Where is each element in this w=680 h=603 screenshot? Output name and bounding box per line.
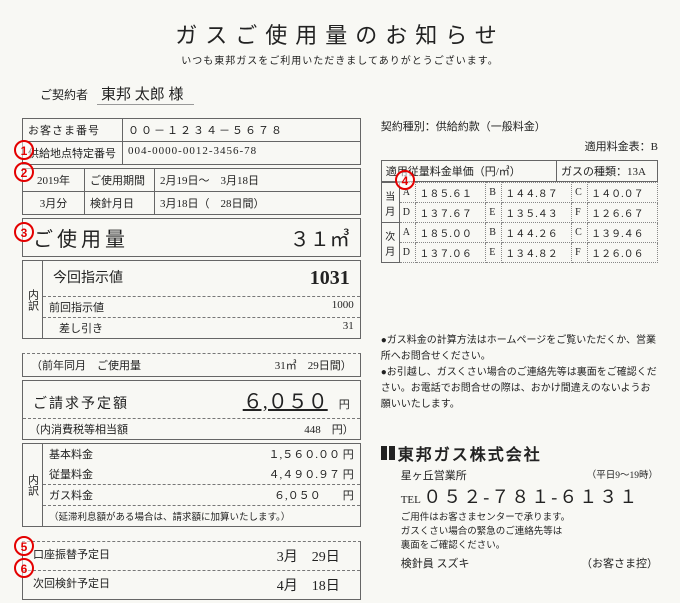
bill-value: ６,０５０ (243, 391, 328, 413)
marker-2: 2 (14, 162, 34, 182)
gas-type: ガスの種類：13A (557, 161, 657, 181)
tariff: 適用料金表：B (381, 138, 658, 154)
next-reading-label: 次回検針予定日 (33, 575, 110, 595)
r0C: １４０.０７ (588, 183, 658, 203)
contractor-name: 東邦 太郎 様 (97, 87, 194, 105)
diff: 31 (343, 320, 354, 336)
company-logo-icon (381, 446, 395, 460)
marker-4: 4 (395, 170, 415, 190)
office-hours: （平日9～19時） (587, 467, 658, 481)
r1F: １２６.０６ (588, 243, 658, 263)
notes: ●ガス料金の計算方法はホームページをご覧いただくか、営業所へお問合せください。 … (381, 333, 658, 413)
bill-label: ご請求予定額 (33, 393, 129, 413)
id-box: お客さま番号 ００－１２３４－５６７８ 供給地点特定番号 004-0000-00… (22, 118, 361, 165)
late-note: （延滞利息額がある場合は、請求額に加算いたします。） (43, 506, 360, 526)
this-reading-label: 今回指示値 (53, 267, 123, 290)
r0F: １２６.６７ (588, 203, 658, 223)
contractor-label: ご契約者 (40, 88, 88, 102)
left-column: お客さま番号 ００－１２３４－５６７８ 供給地点特定番号 004-0000-00… (22, 118, 361, 600)
prev-year-label: （前年同月 ご使用量 (31, 357, 141, 373)
marker-3: 3 (14, 222, 34, 242)
r0D: １３７.６７ (416, 203, 486, 223)
usage-label: ご使用量 (33, 223, 129, 252)
r0A: １８５.６１ (416, 183, 486, 203)
usage-period-label: ご使用期間 (85, 169, 155, 191)
note-1: ●お引越し、ガスくさい場合のご連絡先等は裏面をご確認ください。お電話でお問合せの… (381, 365, 658, 413)
tax-label: （内消費税等相当額 (29, 421, 128, 437)
page-title: ガスご使用量のお知らせ (22, 18, 658, 50)
company-name: 東邦ガス株式会社 (398, 441, 542, 465)
this-reading: 1031 (310, 267, 350, 290)
usage-period: 2月19日～ 3月18日 (155, 169, 264, 191)
usage-value: ３１㎥ (290, 223, 350, 252)
note-0: ●ガス料金の計算方法はホームページをご覧いただくか、営業所へお問合せください。 (381, 333, 658, 365)
tax-value: 448 (304, 424, 321, 436)
r1D: １３７.０６ (416, 243, 486, 263)
customer-no: ００－１２３４－５６７８ (123, 119, 289, 141)
base-fee: １,５６０.００ 円 (268, 446, 353, 462)
r1C: １３９.４６ (588, 223, 658, 243)
diff-label: 差し引き (59, 320, 103, 336)
tel-label: TEL (401, 494, 421, 506)
gas-fee-label: ガス料金 (49, 487, 93, 503)
gas-fee: ６,０５０ 円 (274, 487, 354, 503)
breakdown-side-label: 内訳 (23, 261, 43, 338)
tax-unit: 円） (332, 424, 354, 436)
base-fee-label: 基本料金 (49, 446, 93, 462)
meter-fee-label: 従量料金 (49, 466, 93, 482)
right-column: 契約種別：供給約款（一般料金） 適用料金表：B 適用従量料金単価（円/㎥） ガス… (381, 118, 658, 600)
tel-note3: 裏面をご確認ください。 (401, 537, 658, 551)
bill-box: ご請求予定額 ６,０５０ 円 （内消費税等相当額 448 円） (22, 380, 361, 440)
prev-year-row: （前年同月 ご使用量 31㎥ 29日間） (22, 353, 361, 377)
reading-date-label: 検針月日 (85, 192, 155, 214)
r0B: １４４.８７ (502, 183, 572, 203)
tel-note1: ご用件はお客さまセンターで承ります。 (401, 509, 658, 523)
usage-box: ご使用量 ３１㎥ (22, 218, 361, 257)
bill-unit: 円 (339, 399, 350, 411)
reading-box: 内訳 今回指示値 1031 前回指示値 1000 差し引き 31 (22, 260, 361, 339)
contractor-line: ご契約者 東邦 太郎 様 (40, 83, 658, 104)
office: 星ヶ丘営業所 (401, 470, 467, 482)
tel-note2: ガスくさい場合の緊急のご連絡先等は (401, 523, 658, 537)
next-reading: 4月 18日 (277, 575, 340, 595)
schedule-box: 口座振替予定日 3月 29日 次回検針予定日 4月 18日 (22, 541, 361, 600)
reader: 検針員 スズキ (401, 555, 470, 571)
rate-table: 当月 A１８５.６１ B１４４.８７ C１４０.０７ D１３７.６７ E１３５.… (381, 182, 658, 263)
copy-note: （お客さま控） (581, 555, 658, 571)
rate-period-1: 次月 (381, 223, 399, 263)
customer-no-label: お客さま番号 (23, 119, 123, 141)
reading-date: 3月18日（ 28日間） (155, 192, 270, 214)
prev-reading: 1000 (332, 299, 354, 315)
r1A: １８５.００ (416, 223, 486, 243)
supply-point: 004-0000-0012-3456-78 (123, 142, 262, 164)
contract-type: 契約種別：供給約款（一般料金） (381, 118, 658, 134)
prev-reading-label: 前回指示値 (49, 299, 104, 315)
debit-date-label: 口座振替予定日 (33, 546, 110, 566)
r1B: １４４.２６ (502, 223, 572, 243)
marker-1: 1 (14, 140, 34, 160)
period-month: 3月分 (23, 192, 85, 214)
page-subtitle: いつも東邦ガスをご利用いただきましてありがとうございます。 (22, 52, 658, 67)
fee-side-label: 内訳 (23, 444, 43, 526)
supply-point-label: 供給地点特定番号 (23, 142, 123, 164)
debit-date: 3月 29日 (277, 546, 340, 566)
meter-fee: ４,４９０.９７ 円 (268, 466, 353, 482)
r0E: １３５.４３ (502, 203, 572, 223)
r1E: １３４.８２ (502, 243, 572, 263)
marker-5: 5 (14, 536, 34, 556)
company-block: 東邦ガス株式会社 星ヶ丘営業所 （平日9～19時） TEL ０５２-７８１-６１… (381, 441, 658, 571)
fee-box: 内訳 基本料金 １,５６０.００ 円 従量料金 ４,４９０.９７ 円 ガス料金 ６,０… (22, 443, 361, 527)
rate-period-0: 当月 (381, 183, 399, 223)
period-box: 2019年 ご使用期間 2月19日～ 3月18日 3月分 検針月日 3月18日（… (22, 168, 361, 215)
prev-year-value: 31㎥ 29日間） (275, 357, 352, 373)
tel: ０５２-７８１-６１３１ (423, 487, 639, 507)
marker-6: 6 (14, 558, 34, 578)
